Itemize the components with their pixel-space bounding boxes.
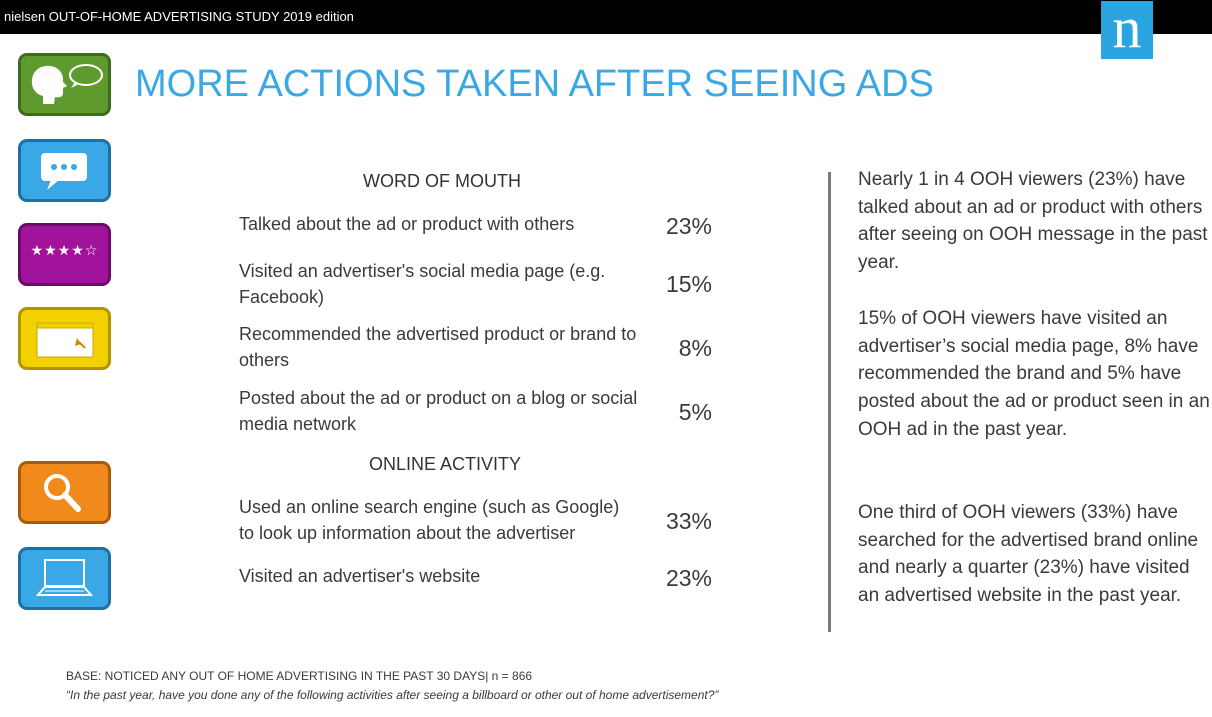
wom-item-value: 23% xyxy=(665,213,712,239)
wom-item-label: Posted about the ad or product on a blog… xyxy=(239,388,638,434)
wom-item-label: Visited an advertiser's social media pag… xyxy=(239,261,606,307)
top-banner: nielsen OUT-OF-HOME ADVERTISING STUDY 20… xyxy=(0,0,1212,34)
browser-window-icon xyxy=(18,307,111,370)
nielsen-logo: n xyxy=(1101,0,1153,59)
wom-item-label: Talked about the ad or product with othe… xyxy=(239,214,575,234)
survey-question: “In the past year, have you done any of … xyxy=(66,688,719,702)
online-activity-heading: ONLINE ACTIVITY xyxy=(369,454,522,474)
word-of-mouth-heading: WORD OF MOUTH xyxy=(363,171,521,191)
wom-item-value: 15% xyxy=(665,271,712,297)
commentary-paragraph: 15% of OOH viewers have visited an adver… xyxy=(858,308,1210,440)
rating-stars: ★★★★☆ xyxy=(30,243,99,259)
online-item-value: 23% xyxy=(665,565,712,591)
base-note: BASE: NOTICED ANY OUT OF HOME ADVERTISIN… xyxy=(66,669,533,683)
wom-item-value: 8% xyxy=(678,335,712,361)
chat-bubble-icon xyxy=(18,139,111,202)
commentary-paragraph: One third of OOH viewers (33%) have sear… xyxy=(858,502,1199,607)
online-item-value: 33% xyxy=(665,508,712,534)
wom-item-value: 5% xyxy=(678,399,712,425)
online-item-label: Used an online search engine (such as Go… xyxy=(239,497,620,543)
page-title: MORE ACTIONS TAKEN AFTER SEEING ADS xyxy=(135,63,934,105)
study-title: nielsen OUT-OF-HOME ADVERTISING STUDY 20… xyxy=(4,9,354,24)
rating-stars-icon: ★★★★☆ xyxy=(18,223,111,286)
magnifier-icon xyxy=(18,461,111,524)
vertical-divider xyxy=(828,172,831,632)
commentary-paragraph: Nearly 1 in 4 OOH viewers (23%) have tal… xyxy=(858,169,1208,274)
laptop-icon xyxy=(18,547,111,610)
wom-item-label: Recommended the advertised product or br… xyxy=(239,324,637,370)
online-item-label: Visited an advertiser's website xyxy=(239,566,481,586)
speech-head-icon xyxy=(18,53,111,116)
